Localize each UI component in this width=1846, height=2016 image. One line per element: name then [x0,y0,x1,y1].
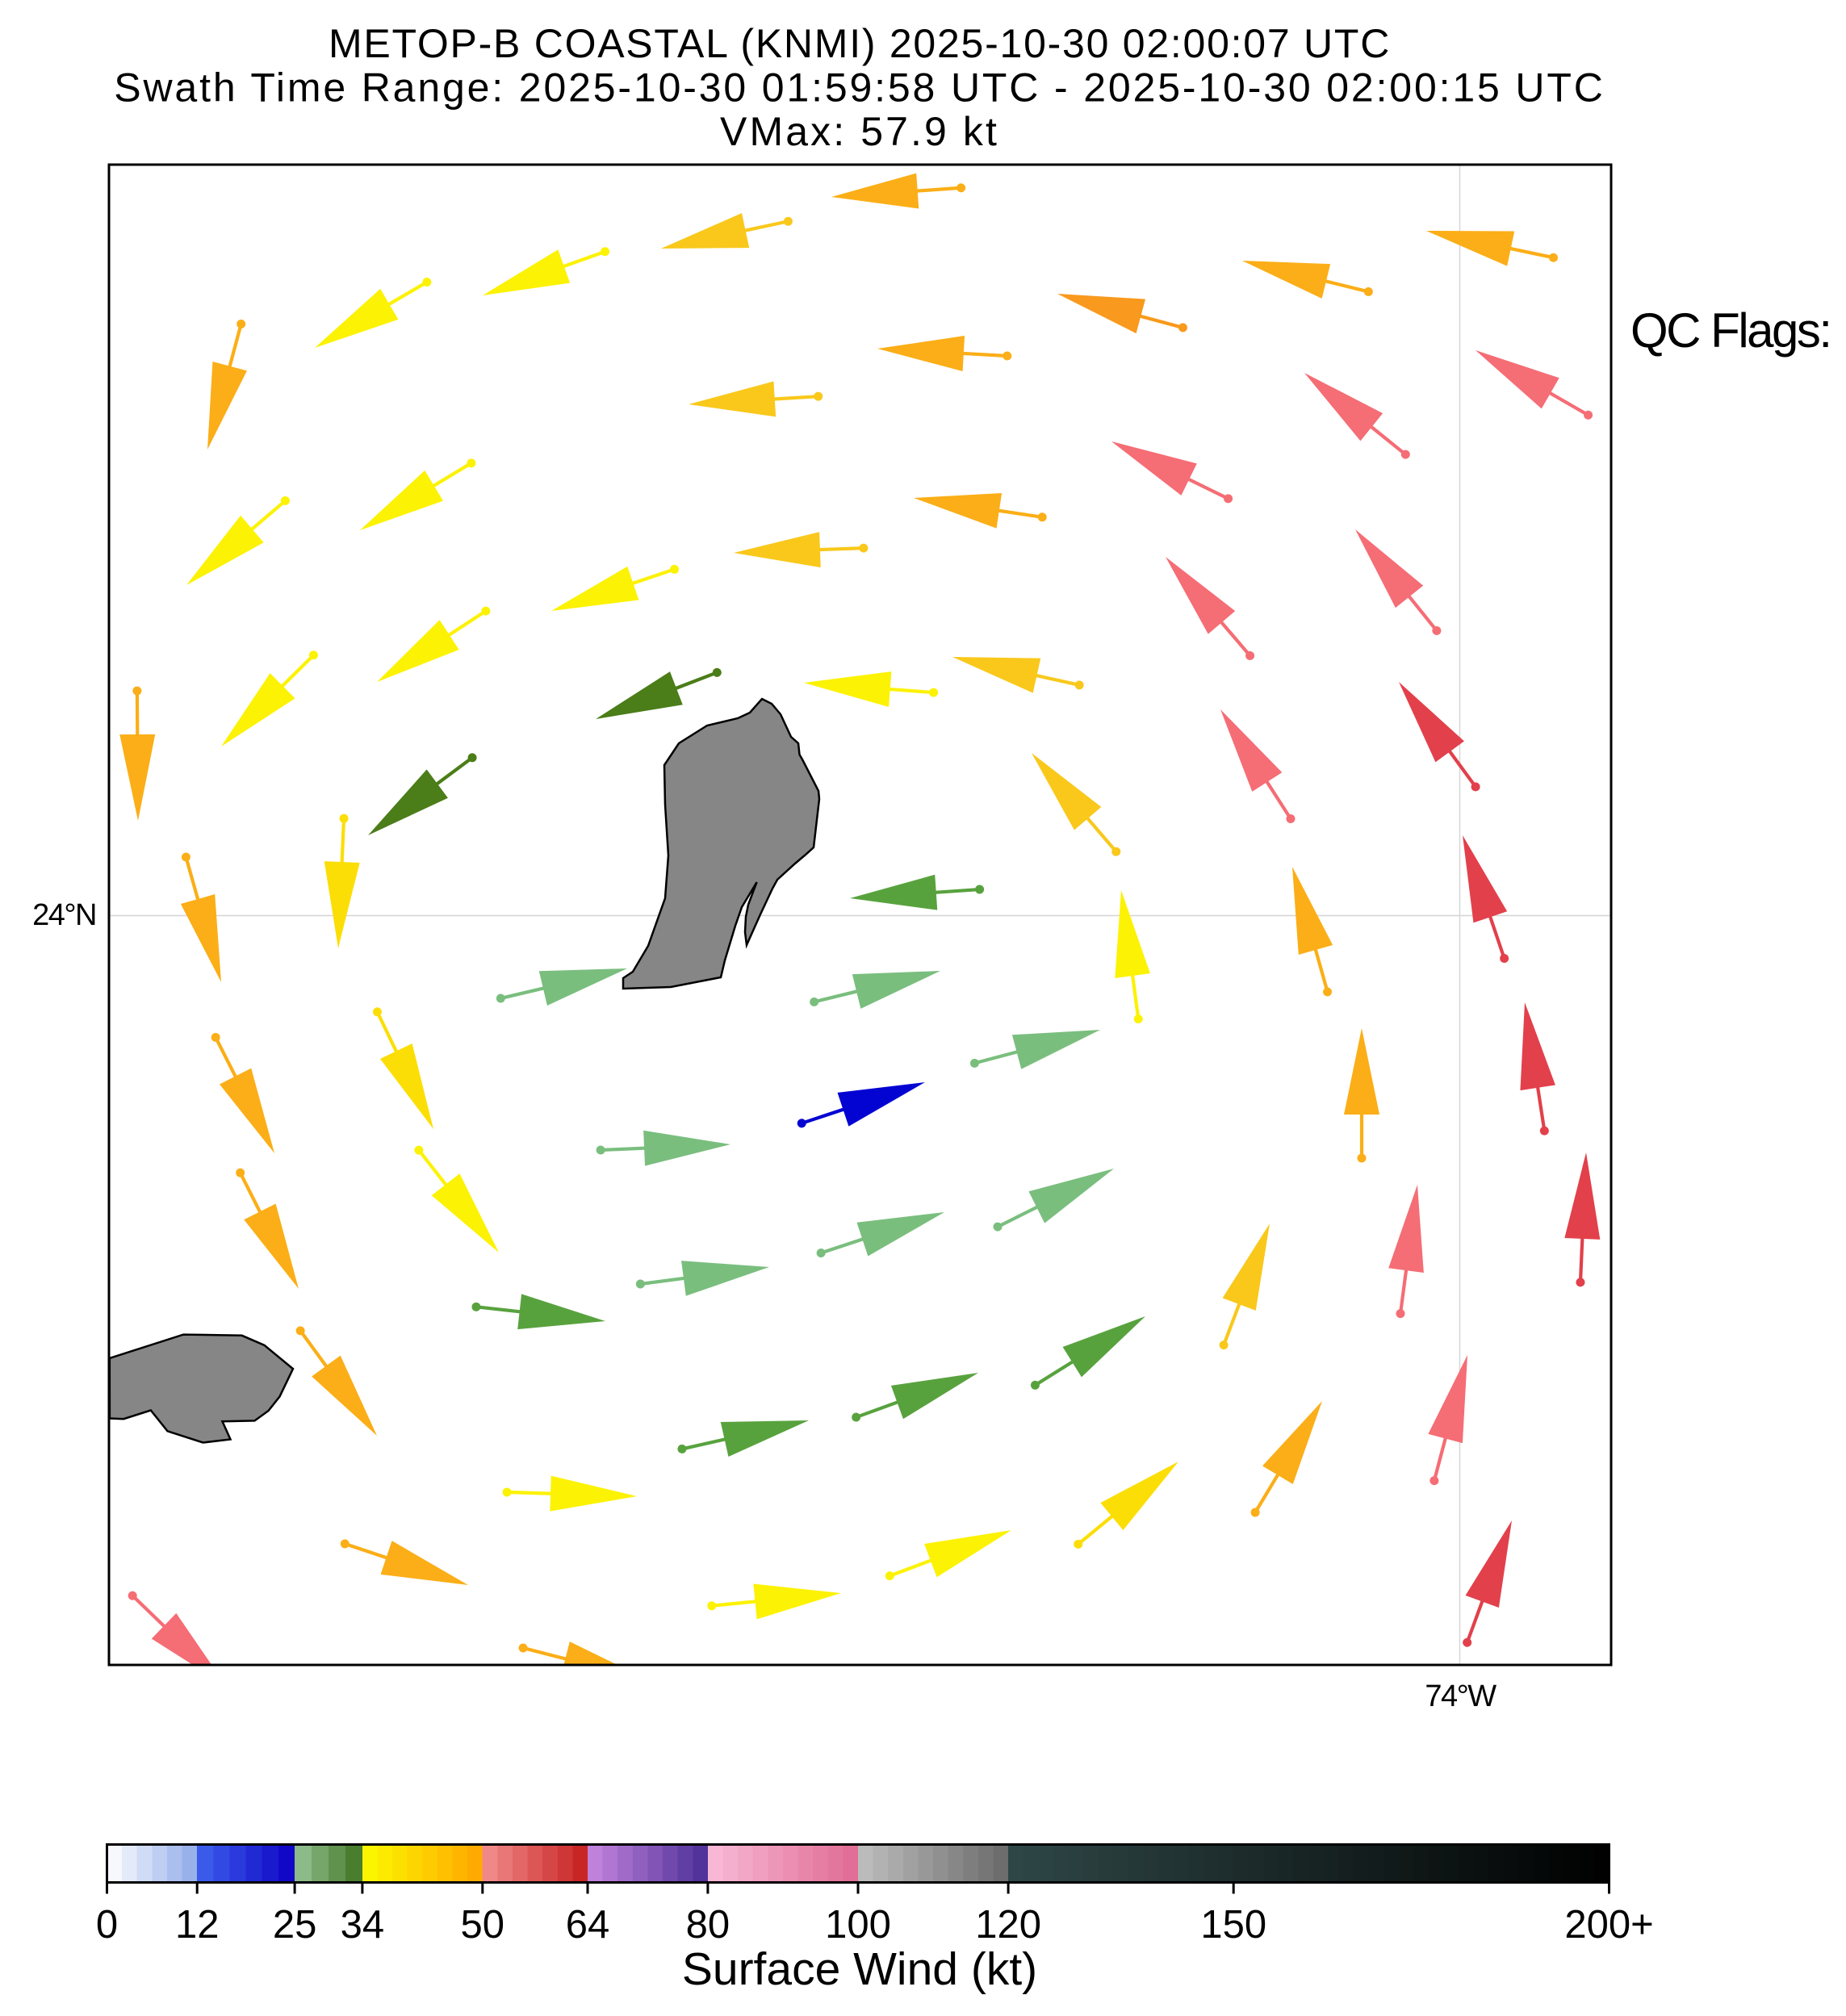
svg-text:34: 34 [341,1903,385,1947]
svg-text:100: 100 [825,1903,891,1947]
svg-text:QC Flags:: QC Flags: [1630,303,1831,358]
svg-text:64: 64 [566,1903,610,1947]
svg-text:80: 80 [686,1903,730,1947]
svg-text:150: 150 [1200,1903,1266,1947]
svg-text:Swath Time Range: 2025-10-30 0: Swath Time Range: 2025-10-30 01:59:58 UT… [114,65,1605,111]
svg-text:50: 50 [461,1903,505,1947]
svg-text:12: 12 [175,1903,220,1947]
svg-text:Surface Wind (kt): Surface Wind (kt) [682,1943,1037,1995]
svg-text:VMax: 57.9 kt: VMax: 57.9 kt [720,109,999,154]
svg-text:25: 25 [273,1903,317,1947]
svg-text:120: 120 [975,1903,1041,1947]
svg-text:METOP-B COASTAL (KNMI) 2025-10: METOP-B COASTAL (KNMI) 2025-10-30 02:00:… [329,21,1391,66]
svg-text:0: 0 [96,1903,118,1947]
svg-text:24°N: 24°N [32,898,96,932]
svg-text:74°W: 74°W [1425,1679,1496,1713]
svg-text:200+: 200+ [1564,1903,1653,1947]
